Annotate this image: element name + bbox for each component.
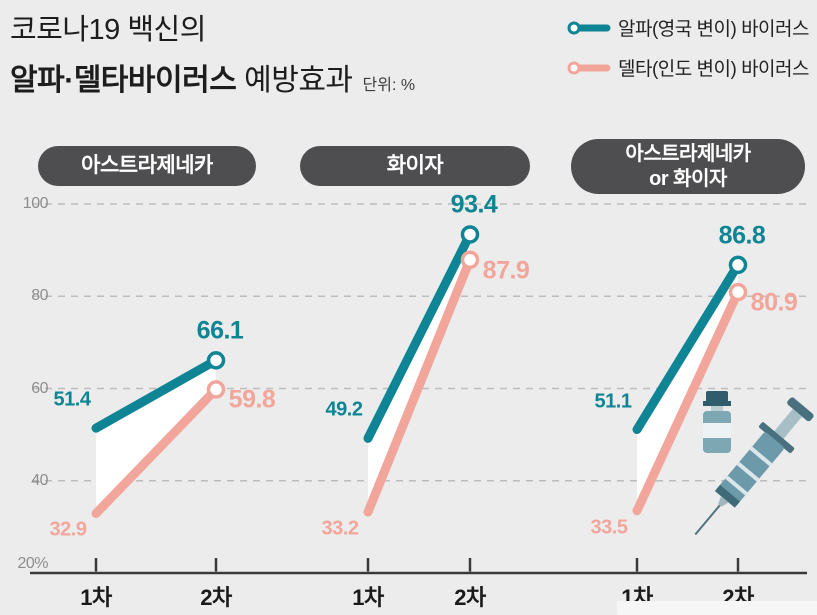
unit-label: 단위: %: [362, 77, 416, 94]
legend-item-alpha: 알파(영국 변이) 바이러스: [564, 14, 810, 41]
y-axis-tick-label: 40: [31, 472, 48, 489]
legend: 알파(영국 변이) 바이러스 델타(인도 변이) 바이러스: [564, 14, 810, 81]
title-line1: 코로나19 백신의: [10, 14, 206, 46]
legend-alpha-marker-icon: [567, 21, 611, 34]
legend-label-alpha: 알파(영국 변이) 바이러스: [617, 19, 810, 40]
y-axis-tick-label: 60: [31, 380, 48, 397]
legend-delta-marker-icon: [567, 61, 611, 74]
panel-header-az-or-pfizer: 아스트라제네카 or 화이자: [571, 139, 805, 194]
watermark-strip: [617, 601, 817, 615]
vaccine-illustration: [694, 391, 814, 536]
y-axis-tick-label: 20%: [17, 555, 48, 572]
legend-label-delta: 델타(인도 변이) 바이러스: [617, 59, 810, 80]
title-line2-regular: 예방효과: [236, 64, 353, 97]
vial-icon: [703, 391, 731, 453]
y-axis-tick-label: 80: [31, 287, 48, 304]
chart-title: 코로나19 백신의 알파·델타바이러스 예방효과 단위: %: [10, 6, 415, 99]
panel-header-astrazeneca: 아스트라제네카: [38, 146, 256, 186]
y-axis-tick-label: 100: [22, 195, 49, 212]
syringe-icon: [694, 397, 814, 536]
legend-item-delta: 델타(인도 변이) 바이러스: [564, 54, 810, 81]
panel-header-pfizer: 화이자: [300, 146, 530, 186]
title-line2: 알파·델타바이러스 예방효과 단위: %: [10, 55, 415, 99]
title-line2-bold: 알파·델타바이러스: [10, 64, 237, 97]
